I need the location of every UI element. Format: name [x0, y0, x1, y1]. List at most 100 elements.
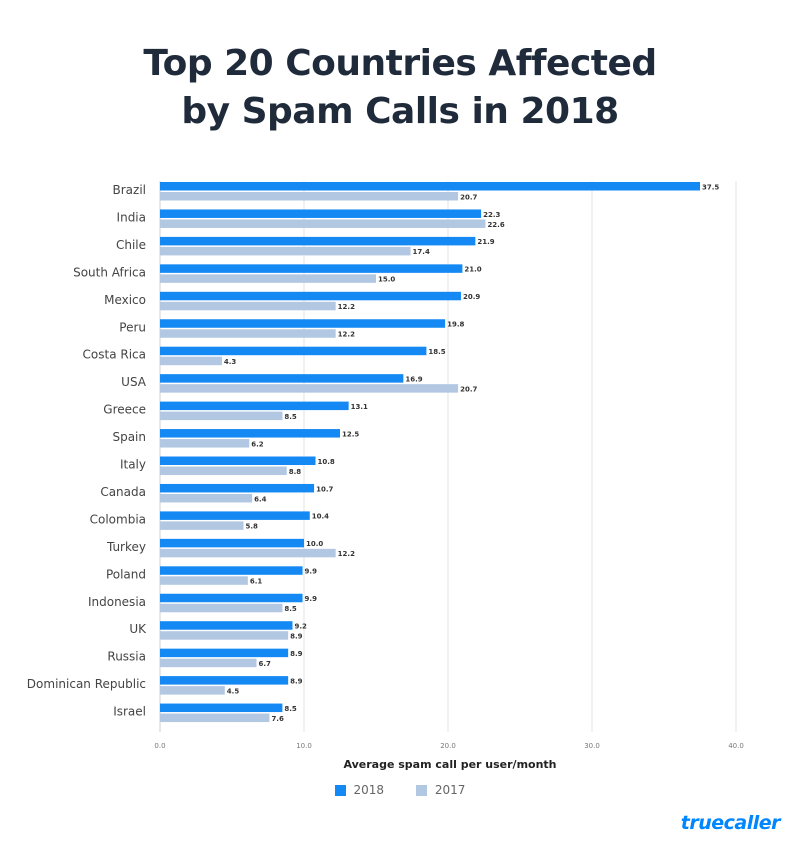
category-label: Canada: [100, 485, 146, 499]
bar-2017: [160, 384, 459, 393]
bar-2018: [160, 374, 404, 383]
bar-2018: [160, 703, 283, 713]
legend-label-2018: 2018: [353, 783, 385, 797]
data-label-2018: 21.0: [464, 266, 481, 274]
category-label: South Africa: [73, 265, 146, 279]
chart-title: Top 20 Countries Affected by Spam Calls …: [0, 40, 800, 136]
data-label-2017: 6.2: [251, 440, 264, 448]
data-label-2017: 4.3: [224, 358, 237, 366]
data-label-2018: 9.9: [305, 595, 318, 603]
category-label: Costa Rica: [83, 348, 146, 362]
category-label: Israel: [113, 705, 146, 719]
chart-title-line-1: Top 20 Countries Affected: [143, 43, 657, 84]
x-tick-label: 0.0: [154, 742, 165, 750]
data-label-2017: 8.5: [284, 413, 297, 421]
data-label-2017: 5.8: [246, 523, 259, 531]
bar-2017: [160, 329, 336, 338]
x-tick-label: 40.0: [728, 742, 744, 750]
category-label: Italy: [120, 458, 146, 472]
legend-item-2018: 2018: [334, 783, 385, 797]
bar-2017: [160, 192, 459, 201]
data-label-2018: 20.9: [463, 293, 480, 301]
legend-label-2017: 2017: [434, 783, 466, 797]
data-label-2018: 13.1: [351, 403, 368, 411]
data-label-2018: 9.2: [294, 623, 307, 631]
bar-2018: [160, 291, 461, 301]
data-label-2017: 17.4: [413, 248, 430, 256]
data-label-2017: 8.9: [290, 633, 303, 641]
bar-2017: [160, 603, 283, 613]
bar-2017: [160, 493, 253, 503]
data-label-2017: 8.8: [289, 468, 302, 476]
bar-2017: [160, 576, 248, 585]
bar-2018: [160, 182, 700, 191]
bar-2018: [160, 621, 293, 630]
bar-2017: [160, 466, 287, 475]
data-label-2018: 21.9: [477, 238, 494, 246]
data-label-2017: 6.7: [258, 660, 271, 668]
bar-2018: [160, 456, 316, 465]
data-label-2017: 8.5: [284, 605, 297, 613]
bar-2017: [160, 246, 411, 256]
data-label-2017: 6.1: [250, 578, 263, 586]
data-label-2017: 12.2: [338, 550, 355, 558]
x-tick-label: 20.0: [440, 742, 456, 750]
bar-2018: [160, 264, 463, 273]
x-axis-label: Average spam call per user/month: [343, 758, 557, 771]
legend-item-2017: 2017: [415, 783, 466, 797]
bar-2018: [160, 676, 289, 685]
x-tick-label: 30.0: [584, 742, 600, 750]
category-label: Peru: [119, 320, 146, 334]
bar-2018: [160, 401, 349, 411]
bar-2017: [160, 658, 257, 668]
data-label-2018: 19.8: [447, 321, 464, 329]
legend-swatch-2018: [334, 784, 346, 796]
bar-2017: [160, 686, 225, 695]
data-label-2017: 12.2: [338, 331, 355, 339]
data-label-2017: 15.0: [378, 276, 395, 284]
bar-2018: [160, 538, 304, 548]
data-label-2017: 20.7: [460, 193, 477, 201]
category-label: Indonesia: [88, 595, 146, 609]
data-label-2018: 8.9: [290, 677, 303, 685]
bar-2017: [160, 301, 336, 311]
data-label-2018: 22.3: [483, 211, 500, 219]
bar-2017: [160, 356, 222, 366]
legend: 2018 2017: [0, 783, 800, 799]
x-tick-label: 10.0: [296, 742, 312, 750]
legend-swatch-2017: [415, 784, 427, 796]
bar-2018: [160, 236, 476, 246]
data-label-2018: 10.4: [312, 513, 329, 521]
category-label: UK: [129, 622, 147, 636]
category-label: Chile: [116, 238, 146, 252]
bar-2017: [160, 521, 244, 530]
bar-2017: [160, 631, 289, 640]
category-label: India: [117, 210, 146, 224]
bar-2017: [160, 274, 376, 283]
data-label-2017: 4.5: [227, 687, 240, 695]
bar-2018: [160, 429, 340, 438]
data-label-2017: 22.6: [487, 221, 504, 229]
data-label-2018: 10.7: [316, 485, 333, 493]
data-label-2017: 20.7: [460, 385, 477, 393]
data-label-2018: 8.5: [284, 705, 297, 713]
bar-2017: [160, 411, 283, 421]
bar-2018: [160, 593, 303, 603]
bar-2018: [160, 346, 427, 356]
truecaller-logo: truecaller: [680, 812, 781, 834]
data-label-2018: 10.8: [318, 458, 335, 466]
bar-2018: [160, 566, 303, 575]
data-label-2018: 18.5: [428, 348, 445, 356]
data-label-2018: 12.5: [342, 430, 359, 438]
category-label: Mexico: [104, 293, 146, 307]
category-label: Turkey: [106, 540, 146, 554]
bar-2017: [160, 439, 250, 448]
bar-2017: [160, 713, 270, 723]
bar-2017: [160, 219, 486, 228]
data-label-2018: 37.5: [702, 183, 719, 191]
data-label-2017: 6.4: [254, 495, 267, 503]
data-label-2018: 10.0: [306, 540, 323, 548]
category-label: USA: [121, 375, 147, 389]
data-label-2017: 12.2: [338, 303, 355, 311]
bar-2018: [160, 483, 315, 493]
